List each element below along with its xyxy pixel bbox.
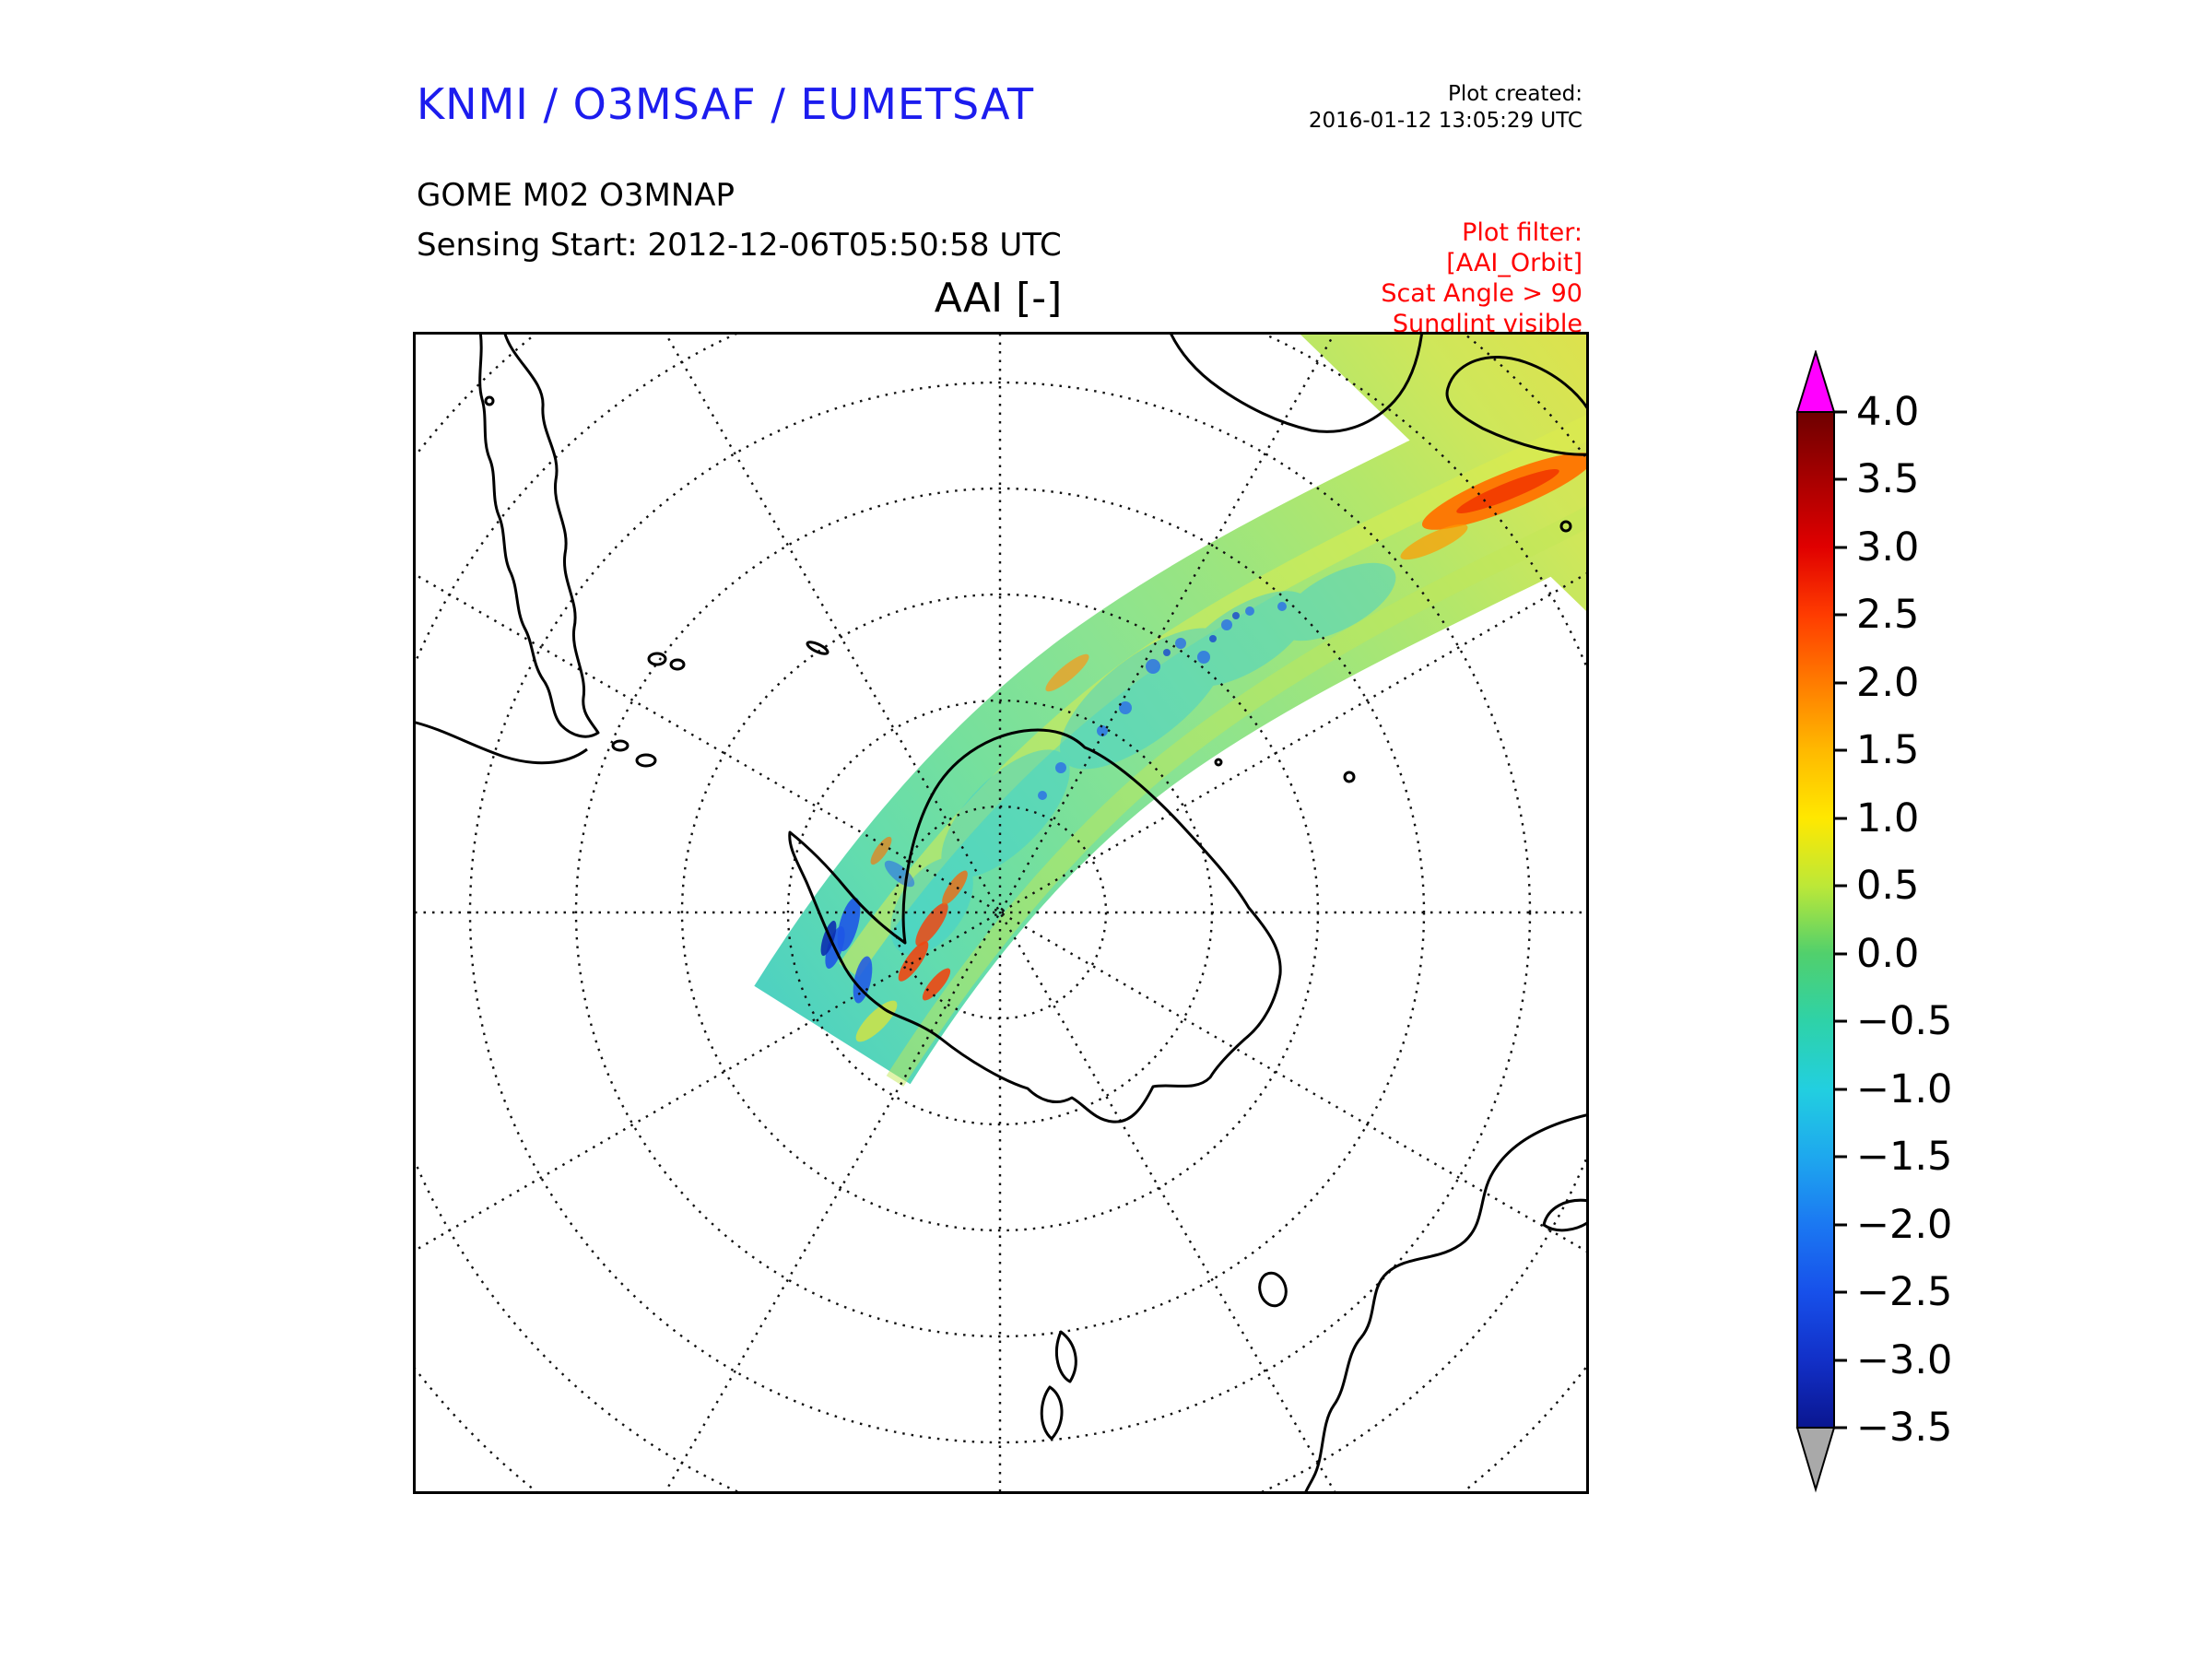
colorbar <box>1795 350 1836 1493</box>
plot-filter-line: Scat Angle > 90 <box>1381 279 1583 308</box>
island <box>1343 771 1356 783</box>
instrument-line: GOME M02 O3MNAP <box>417 177 735 214</box>
africa-coastline <box>1170 335 1423 433</box>
coastlines <box>416 335 1586 1491</box>
figure-title: KNMI / O3MSAF / EUMETSAT <box>417 79 1035 129</box>
map-plot <box>416 335 1586 1491</box>
island <box>635 753 657 768</box>
latitude-circle <box>892 805 1108 1020</box>
island <box>1214 758 1223 767</box>
sensing-start-line: Sensing Start: 2012-12-06T05:50:58 UTC <box>417 227 1062 264</box>
colorbar-under-arrow-icon <box>1795 1427 1836 1493</box>
plot-created-value: 2016-01-12 13:05:29 UTC <box>1308 109 1583 133</box>
colorbar-tick-label: −2.5 <box>1856 1269 1953 1316</box>
colorbar-tick-labels: 4.0 3.5 3.0 2.5 2.0 1.5 1.0 0.5 0.0 −0.5… <box>1856 0 2059 1659</box>
plot-filter-line: Plot filter: <box>1462 218 1583 247</box>
colorbar-tick-label: 2.0 <box>1856 659 1920 706</box>
colorbar-tick-label: −1.0 <box>1856 1065 1953 1112</box>
colorbar-tick-label: 4.0 <box>1856 389 1920 435</box>
island <box>1559 520 1572 533</box>
island <box>669 658 686 671</box>
map-panel <box>413 332 1589 1494</box>
colorbar-tick-label: 0.5 <box>1856 863 1920 910</box>
gulf-coastline <box>1542 1198 1586 1232</box>
colorbar-tick-label: 0.0 <box>1856 930 1920 977</box>
colorbar-tick-label: 3.0 <box>1856 524 1920 571</box>
island <box>647 652 667 666</box>
swath-orange-streak <box>1045 453 1586 692</box>
latitude-circle <box>468 381 1532 1444</box>
plot-created-label: Plot created: <box>1447 82 1583 106</box>
colorbar-gradient-bar <box>1796 411 1835 1429</box>
satellite-swath <box>754 335 1586 1087</box>
new-zealand-south-island <box>1040 1385 1064 1441</box>
tasmania-island <box>1258 1271 1288 1308</box>
island <box>484 395 495 406</box>
swath-terminus-mottling <box>820 836 968 1042</box>
new-zealand-north-island <box>1054 1330 1077 1383</box>
swath-green-streak <box>886 505 1586 1087</box>
graticule <box>416 335 1586 1491</box>
colorbar-tick-label: −3.0 <box>1856 1336 1953 1383</box>
colorbar-tick-label: 1.5 <box>1856 727 1920 774</box>
island <box>806 641 830 655</box>
antarctica-coastline <box>788 728 1282 1124</box>
colorbar-tick-label: 3.5 <box>1856 456 1920 503</box>
colorbar-tick-label: −0.5 <box>1856 998 1953 1045</box>
plot-created: Plot created: 2016-01-12 13:05:29 UTC <box>1309 81 1583 135</box>
australia-coastline <box>1304 1113 1586 1491</box>
map-title: AAI [-] <box>934 275 1063 322</box>
colorbar-tick-label: −3.5 <box>1856 1405 1953 1451</box>
swath-yellow-streak <box>839 415 1586 978</box>
swath-blue-speckles <box>1038 602 1287 800</box>
colorbar-tick-label: −2.0 <box>1856 1201 1953 1248</box>
island <box>611 739 629 752</box>
swath-dark-blue-speckles <box>1163 612 1240 656</box>
fjord-coastline <box>416 721 588 765</box>
plot-filter-line: [AAI_Orbit] <box>1446 249 1583 277</box>
colorbar-tick-label: 1.0 <box>1856 794 1920 841</box>
south-america-coastline <box>478 335 600 738</box>
colorbar-tick-label: 2.5 <box>1856 592 1920 639</box>
colorbar-over-arrow-icon <box>1795 350 1836 413</box>
africa-east-coastline <box>1445 356 1586 456</box>
colorbar-tick-label: −1.5 <box>1856 1134 1953 1181</box>
